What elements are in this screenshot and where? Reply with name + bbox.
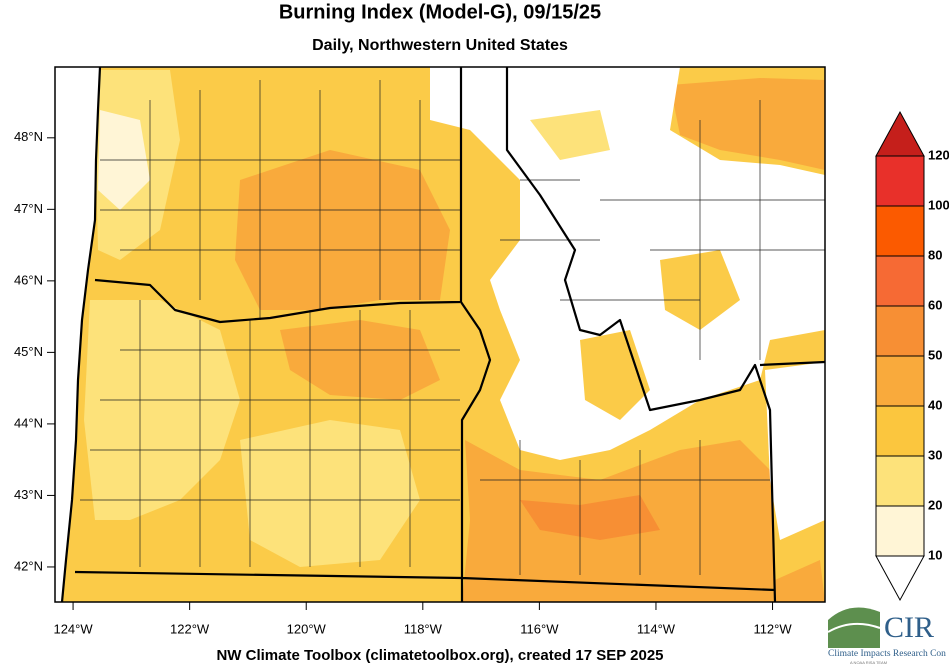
colorbar-label: 10 [928, 547, 942, 562]
coastline [60, 67, 102, 602]
colorbar-label: 40 [928, 397, 942, 412]
colorbar-bin [875, 205, 925, 257]
map-title: Burning Index (Model-G), 09/15/25 [279, 1, 601, 23]
colorbar-label: 20 [928, 497, 942, 512]
dark-zone [670, 78, 825, 170]
y-tick-label: 47°N [14, 201, 43, 216]
low-zone [765, 362, 825, 540]
county-line [80, 80, 825, 575]
x-tick-label: 112°W [753, 621, 792, 636]
light-zone [84, 300, 240, 520]
colorbar-label: 50 [928, 347, 942, 362]
dark-zone [235, 150, 450, 310]
x-tick-label: 116°W [520, 621, 559, 636]
map-subtitle: Daily, Northwestern United States [312, 37, 568, 54]
logo-stripe [827, 622, 881, 633]
colorbar-label: 80 [928, 247, 942, 262]
map-frame [54, 66, 826, 603]
map-area [60, 67, 825, 602]
colorbar-bin [875, 505, 925, 557]
footer: NW Climate Toolbox (climatetoolbox.org),… [216, 647, 663, 664]
y-tick-label: 42°N [14, 558, 43, 573]
logo-mark: CIR [884, 611, 934, 644]
y-tick-label: 48°N [14, 129, 43, 144]
colorbar-bin [875, 305, 925, 357]
colorbar-bin [875, 455, 925, 507]
logo-name: Climate Impacts Research Con [828, 649, 946, 659]
hot-zone [520, 495, 660, 540]
colorbar-label: 30 [928, 447, 942, 462]
x-tick-label: 124°W [53, 621, 93, 636]
light-zone [240, 420, 420, 567]
y-tick-label: 44°N [14, 415, 43, 430]
colorbar-bin [875, 405, 925, 457]
colorbar-under [875, 555, 925, 602]
colorbar-bin [875, 255, 925, 307]
y-tick-label: 43°N [14, 487, 43, 502]
patch [530, 110, 610, 160]
logo: CIR Climate Impacts Research Con A NOAA … [827, 607, 946, 665]
patch [580, 330, 650, 420]
low-zone [430, 67, 825, 460]
x-tick-label: 122°W [170, 621, 210, 636]
colorbar-label: 60 [928, 297, 942, 312]
y-tick-label: 46°N [14, 272, 43, 287]
y-tick-label: 45°N [14, 344, 43, 359]
state-border [74, 67, 825, 602]
colorbar-label: 100 [928, 197, 949, 212]
colorbar-bin [875, 155, 925, 207]
x-tick-label: 118°W [404, 621, 443, 636]
colorbar-over [875, 110, 925, 157]
x-tick-label: 120°W [287, 621, 327, 636]
x-tick-label: 114°W [637, 621, 676, 636]
colorbar-bin [875, 355, 925, 407]
logo-hills [828, 607, 880, 648]
colorbar-label: 120 [928, 147, 949, 162]
logo-tagline: A NOAA RISA TEAM [850, 660, 887, 665]
